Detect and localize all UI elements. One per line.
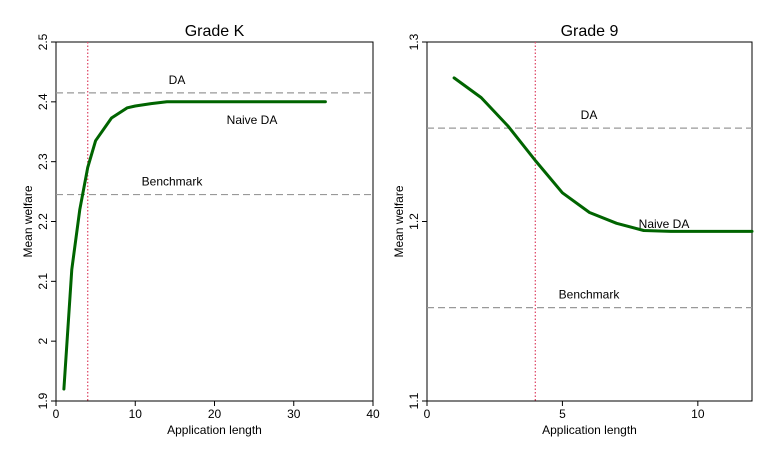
x-tick-label: 20 xyxy=(208,407,222,421)
y-axis-label: Mean welfare xyxy=(21,185,35,257)
y-tick-label: 2.2 xyxy=(36,213,50,230)
series-label: Naive DA xyxy=(227,113,278,127)
y-tick-label: 1.2 xyxy=(407,213,421,230)
y-tick-label: 2.3 xyxy=(36,153,50,170)
series-line-naive-da xyxy=(62,100,327,391)
plot-frame xyxy=(55,41,374,402)
y-tick-label: 1.3 xyxy=(407,33,421,50)
chart-title: Grade 9 xyxy=(561,23,619,40)
x-tick-label: 5 xyxy=(559,407,566,421)
y-tick-label: 2.5 xyxy=(36,33,50,50)
x-tick-label: 0 xyxy=(424,407,431,421)
y-tick-label: 2.4 xyxy=(36,93,50,110)
series-label: Naive DA xyxy=(639,217,690,231)
chart-panel-1: Grade K 0 10 20 30 40 1.9 2 2.1 2.2 2.3 2.4 2.5 Appli… xyxy=(21,23,380,437)
reference-label-da: DA xyxy=(581,108,598,122)
reference-label-benchmark: Benchmark xyxy=(559,288,621,302)
x-axis-label: Application length xyxy=(167,423,262,437)
x-axis-label: Application length xyxy=(542,423,637,437)
x-tick-label: 40 xyxy=(366,407,380,421)
chart-title: Grade K xyxy=(185,23,245,40)
y-tick-label: 1.9 xyxy=(36,392,50,409)
y-tick-label: 1.1 xyxy=(407,392,421,409)
y-tick-label: 2 xyxy=(36,338,50,345)
x-tick-label: 0 xyxy=(53,407,60,421)
y-tick-label: 2.1 xyxy=(36,273,50,290)
x-tick-label: 10 xyxy=(691,407,705,421)
reference-label-da: DA xyxy=(169,73,186,87)
series-line-naive-da xyxy=(452,76,754,233)
plot-frame xyxy=(426,41,753,402)
x-tick-label: 10 xyxy=(129,407,143,421)
y-axis-label: Mean welfare xyxy=(392,185,406,257)
reference-label-benchmark: Benchmark xyxy=(142,175,204,189)
chart-panel-2: Grade 9 0 5 10 1.1 1.2 1.3 Application length Me… xyxy=(392,23,754,437)
x-tick-label: 30 xyxy=(287,407,301,421)
